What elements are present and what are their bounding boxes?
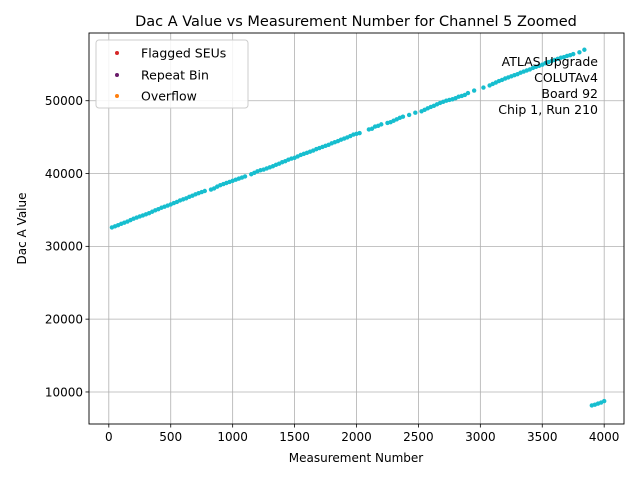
y-tick-label: 10000 bbox=[45, 385, 83, 399]
y-tick-label: 40000 bbox=[45, 167, 83, 181]
legend-label-repeat-bin: Repeat Bin bbox=[141, 68, 209, 83]
annotation-line-3: Board 92 bbox=[541, 86, 598, 101]
legend-box bbox=[95, 39, 249, 109]
legend-marker-flagged-seus bbox=[115, 51, 119, 55]
y-tick-label: 20000 bbox=[45, 312, 83, 326]
legend-label-flagged-seus: Flagged SEUs bbox=[141, 46, 226, 61]
annotation-line-2: COLUTAv4 bbox=[534, 70, 598, 85]
annotation-line-4: Chip 1, Run 210 bbox=[498, 102, 598, 117]
legend-entry-flagged-seus: Flagged SEUs bbox=[115, 46, 226, 61]
y-axis-label: Dac A Value bbox=[15, 193, 29, 265]
x-tick-label: 0 bbox=[105, 430, 113, 444]
data-point bbox=[601, 398, 607, 404]
data-point bbox=[571, 51, 576, 57]
annotation-line-1: ATLAS Upgrade bbox=[502, 54, 599, 69]
legend-marker-repeat-bin bbox=[115, 73, 119, 77]
x-tick-label: 1000 bbox=[217, 430, 248, 444]
legend: Flagged SEUs Repeat Bin Overflow bbox=[95, 39, 249, 109]
legend-marker-overflow bbox=[115, 94, 119, 98]
x-tick-label: 3000 bbox=[465, 430, 496, 444]
x-axis-label: Measurement Number bbox=[289, 451, 423, 465]
x-tick-label: 500 bbox=[159, 430, 182, 444]
y-tick-label: 30000 bbox=[45, 240, 83, 254]
data-point bbox=[577, 50, 582, 55]
data-point bbox=[406, 112, 412, 118]
data-points bbox=[109, 47, 607, 408]
data-point bbox=[242, 174, 248, 179]
data-point bbox=[481, 85, 486, 90]
grid-lines bbox=[89, 33, 624, 424]
data-point bbox=[369, 126, 375, 131]
data-point bbox=[202, 188, 207, 194]
x-tick-label: 3500 bbox=[527, 430, 558, 444]
data-point bbox=[379, 122, 384, 127]
data-point bbox=[413, 110, 418, 115]
legend-label-overflow: Overflow bbox=[141, 89, 197, 104]
x-tick-label: 4000 bbox=[589, 430, 620, 444]
data-point bbox=[465, 90, 471, 96]
data-point bbox=[471, 88, 477, 93]
run-annotation: ATLAS Upgrade COLUTAv4 Board 92 Chip 1, … bbox=[498, 54, 598, 117]
x-tick-label: 2000 bbox=[341, 430, 372, 444]
x-axis-ticks: 0 500 1000 1500 2000 2500 3000 3500 4000 bbox=[105, 424, 619, 444]
data-point bbox=[357, 130, 362, 136]
y-tick-label: 50000 bbox=[45, 94, 83, 108]
x-tick-label: 2500 bbox=[403, 430, 434, 444]
y-axis-ticks: 10000 20000 30000 40000 50000 bbox=[45, 94, 89, 399]
x-tick-label: 1500 bbox=[279, 430, 310, 444]
chart-title: Dac A Value vs Measurement Number for Ch… bbox=[135, 14, 577, 30]
legend-entry-repeat-bin: Repeat Bin bbox=[115, 68, 209, 83]
legend-entry-overflow: Overflow bbox=[115, 89, 197, 104]
data-point bbox=[582, 47, 587, 52]
data-point bbox=[400, 114, 406, 119]
